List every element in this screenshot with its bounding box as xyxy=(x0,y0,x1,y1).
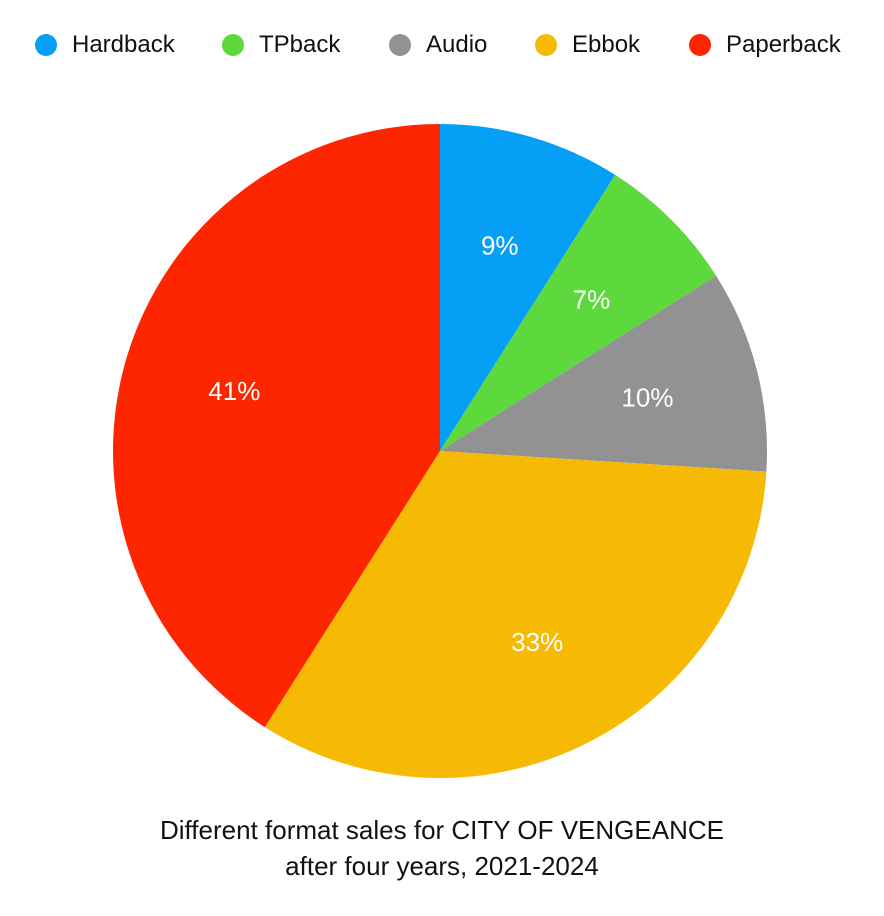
legend-item-ebbok: Ebbok xyxy=(535,28,640,62)
pie-slices xyxy=(112,124,767,778)
pie-slice-paperback xyxy=(112,124,440,728)
pie-value-labels: 9% 7% 10% 33% 41% xyxy=(208,230,673,657)
legend-swatch-audio xyxy=(389,34,411,56)
legend-label-audio: Audio xyxy=(426,31,488,58)
legend-item-paperback: Paperback xyxy=(689,28,841,62)
legend-item-tpback: TPback xyxy=(222,28,340,62)
pie-chart: 9% 7% 10% 33% 41% xyxy=(112,124,767,778)
chart-legend: Hardback TPback Audio Ebbok Paperback xyxy=(0,28,884,62)
legend-item-audio: Audio xyxy=(389,28,487,62)
slice-label-tpback: 7% xyxy=(573,285,611,315)
legend-swatch-hardback xyxy=(35,34,57,56)
pie-slice-tpback xyxy=(440,174,717,451)
legend-swatch-ebbok xyxy=(535,34,557,56)
legend-swatch-paperback xyxy=(689,34,711,56)
slice-label-ebbok: 33% xyxy=(511,627,563,657)
legend-label-ebbok: Ebbok xyxy=(572,31,641,58)
slice-label-audio: 10% xyxy=(621,383,673,413)
chart-caption-line-2: after four years, 2021-2024 xyxy=(285,851,599,881)
chart-caption-line-1: Different format sales for CITY OF VENGE… xyxy=(160,815,724,845)
legend-swatch-tpback xyxy=(222,34,244,56)
legend-item-hardback: Hardback xyxy=(35,28,175,62)
pie-slice-audio xyxy=(440,275,767,472)
slice-label-hardback: 9% xyxy=(481,230,519,260)
slice-label-paperback: 41% xyxy=(208,376,260,406)
pie-slice-ebbok xyxy=(264,451,767,778)
legend-label-hardback: Hardback xyxy=(72,31,175,58)
legend-label-paperback: Paperback xyxy=(726,31,841,58)
pie-slice-hardback xyxy=(440,124,616,451)
legend-label-tpback: TPback xyxy=(259,31,341,58)
